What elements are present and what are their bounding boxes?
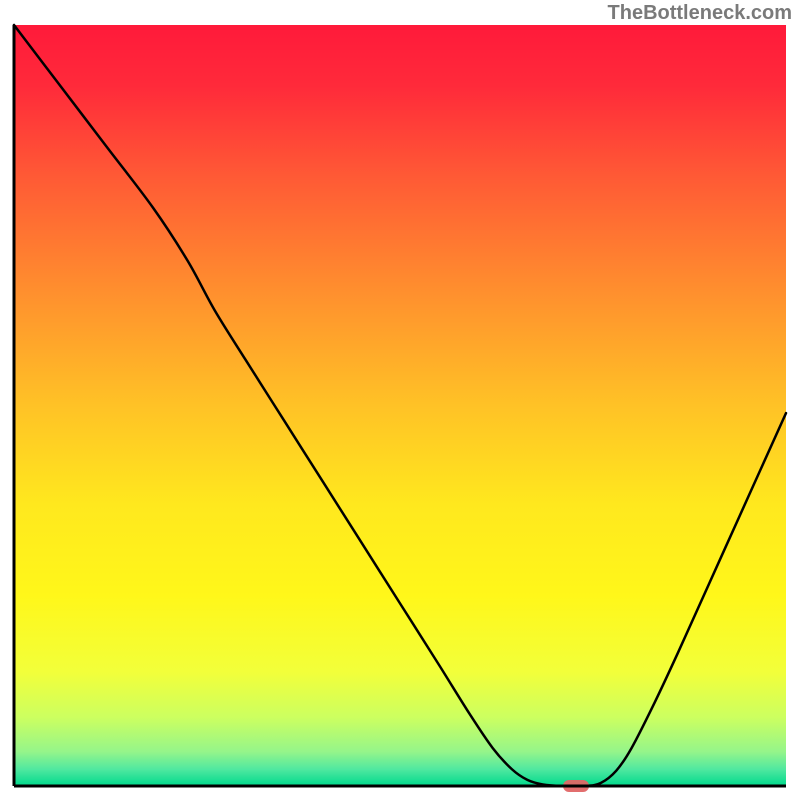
bottleneck-curve-chart <box>0 0 800 800</box>
watermark-text: TheBottleneck.com <box>608 2 792 25</box>
chart-container: TheBottleneck.com <box>0 0 800 800</box>
